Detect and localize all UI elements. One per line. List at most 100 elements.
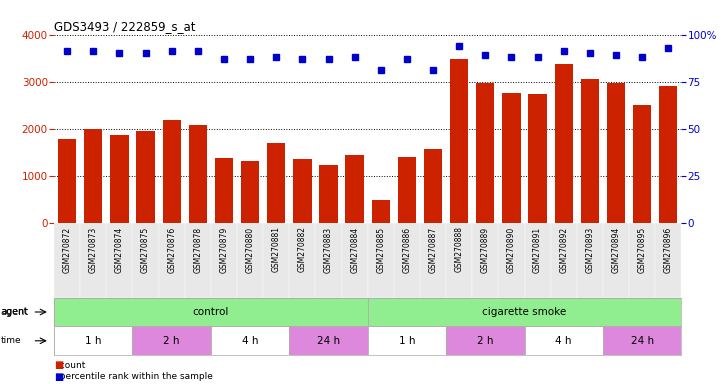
Text: GSM270880: GSM270880 [246,227,255,273]
Bar [133,326,211,355]
Bar [603,223,629,298]
Text: GSM270895: GSM270895 [637,227,647,273]
Bar [528,94,547,223]
Bar [524,223,551,298]
Text: count: count [54,361,86,370]
Bar [345,154,364,223]
Bar [162,120,181,223]
Bar [554,64,573,223]
Bar [424,149,442,223]
Text: 2 h: 2 h [164,336,180,346]
Text: GSM270887: GSM270887 [428,227,438,273]
Bar [633,105,651,223]
Bar [503,93,521,223]
Text: 4 h: 4 h [555,336,572,346]
Bar [655,223,681,298]
Text: GSM270879: GSM270879 [219,227,229,273]
Bar [580,79,599,223]
Bar [80,223,107,298]
Bar [189,125,207,223]
Bar [368,298,681,326]
Bar [607,83,625,223]
Bar [446,326,524,355]
Text: GSM270875: GSM270875 [141,227,150,273]
Bar [211,326,289,355]
Bar [629,223,655,298]
Bar [659,86,678,223]
Text: GSM270891: GSM270891 [533,227,542,273]
Text: cigarette smoke: cigarette smoke [482,307,567,317]
Bar [267,143,286,223]
Text: GSM270883: GSM270883 [324,227,333,273]
Bar [472,223,498,298]
Text: GSM270890: GSM270890 [507,227,516,273]
Text: GSM270884: GSM270884 [350,227,359,273]
Bar [420,223,446,298]
Text: GSM270874: GSM270874 [115,227,124,273]
Text: GSM270873: GSM270873 [89,227,98,273]
Text: agent: agent [1,307,29,317]
Bar [524,326,603,355]
Text: GSM270892: GSM270892 [559,227,568,273]
Bar [84,129,102,223]
Bar [289,326,368,355]
Text: GDS3493 / 222859_s_at: GDS3493 / 222859_s_at [54,20,195,33]
Bar [215,158,233,223]
Bar [577,223,603,298]
Text: 1 h: 1 h [399,336,415,346]
Bar [237,223,263,298]
Text: ■: ■ [54,360,63,370]
Text: 24 h: 24 h [317,336,340,346]
Bar [315,223,342,298]
Bar [54,298,368,326]
Text: 1 h: 1 h [85,336,102,346]
Bar [289,223,316,298]
Text: control: control [193,307,229,317]
Bar [110,135,128,223]
Text: GSM270872: GSM270872 [63,227,71,273]
Bar [159,223,185,298]
Bar [54,326,133,355]
Text: 4 h: 4 h [242,336,258,346]
Text: agent: agent [1,308,27,316]
Bar [450,59,469,223]
Text: GSM270885: GSM270885 [376,227,385,273]
Bar [133,223,159,298]
Bar [394,223,420,298]
Text: GSM270882: GSM270882 [298,227,307,273]
Bar [58,139,76,223]
Text: GSM270886: GSM270886 [402,227,412,273]
Text: GSM270896: GSM270896 [664,227,673,273]
Bar [293,159,311,223]
Text: GSM270889: GSM270889 [481,227,490,273]
Bar [241,161,260,223]
Text: GSM270894: GSM270894 [611,227,621,273]
Bar [54,223,80,298]
Bar [368,326,446,355]
Bar [263,223,289,298]
Bar [136,131,155,223]
Bar [342,223,368,298]
Text: percentile rank within the sample: percentile rank within the sample [54,372,213,381]
Bar [185,223,211,298]
Bar [398,157,416,223]
Bar [368,223,394,298]
Text: 24 h: 24 h [631,336,654,346]
Text: GSM270881: GSM270881 [272,227,280,273]
Bar [371,200,390,223]
Text: 2 h: 2 h [477,336,494,346]
Bar [319,165,337,223]
Bar [446,223,472,298]
Bar [107,223,133,298]
Text: GSM270893: GSM270893 [585,227,594,273]
Bar [603,326,681,355]
Text: GSM270878: GSM270878 [193,227,203,273]
Bar [211,223,237,298]
Text: ■: ■ [54,372,63,382]
Bar [498,223,524,298]
Text: time: time [1,336,22,345]
Bar [476,83,495,223]
Bar [551,223,577,298]
Text: GSM270876: GSM270876 [167,227,176,273]
Text: GSM270888: GSM270888 [455,227,464,273]
